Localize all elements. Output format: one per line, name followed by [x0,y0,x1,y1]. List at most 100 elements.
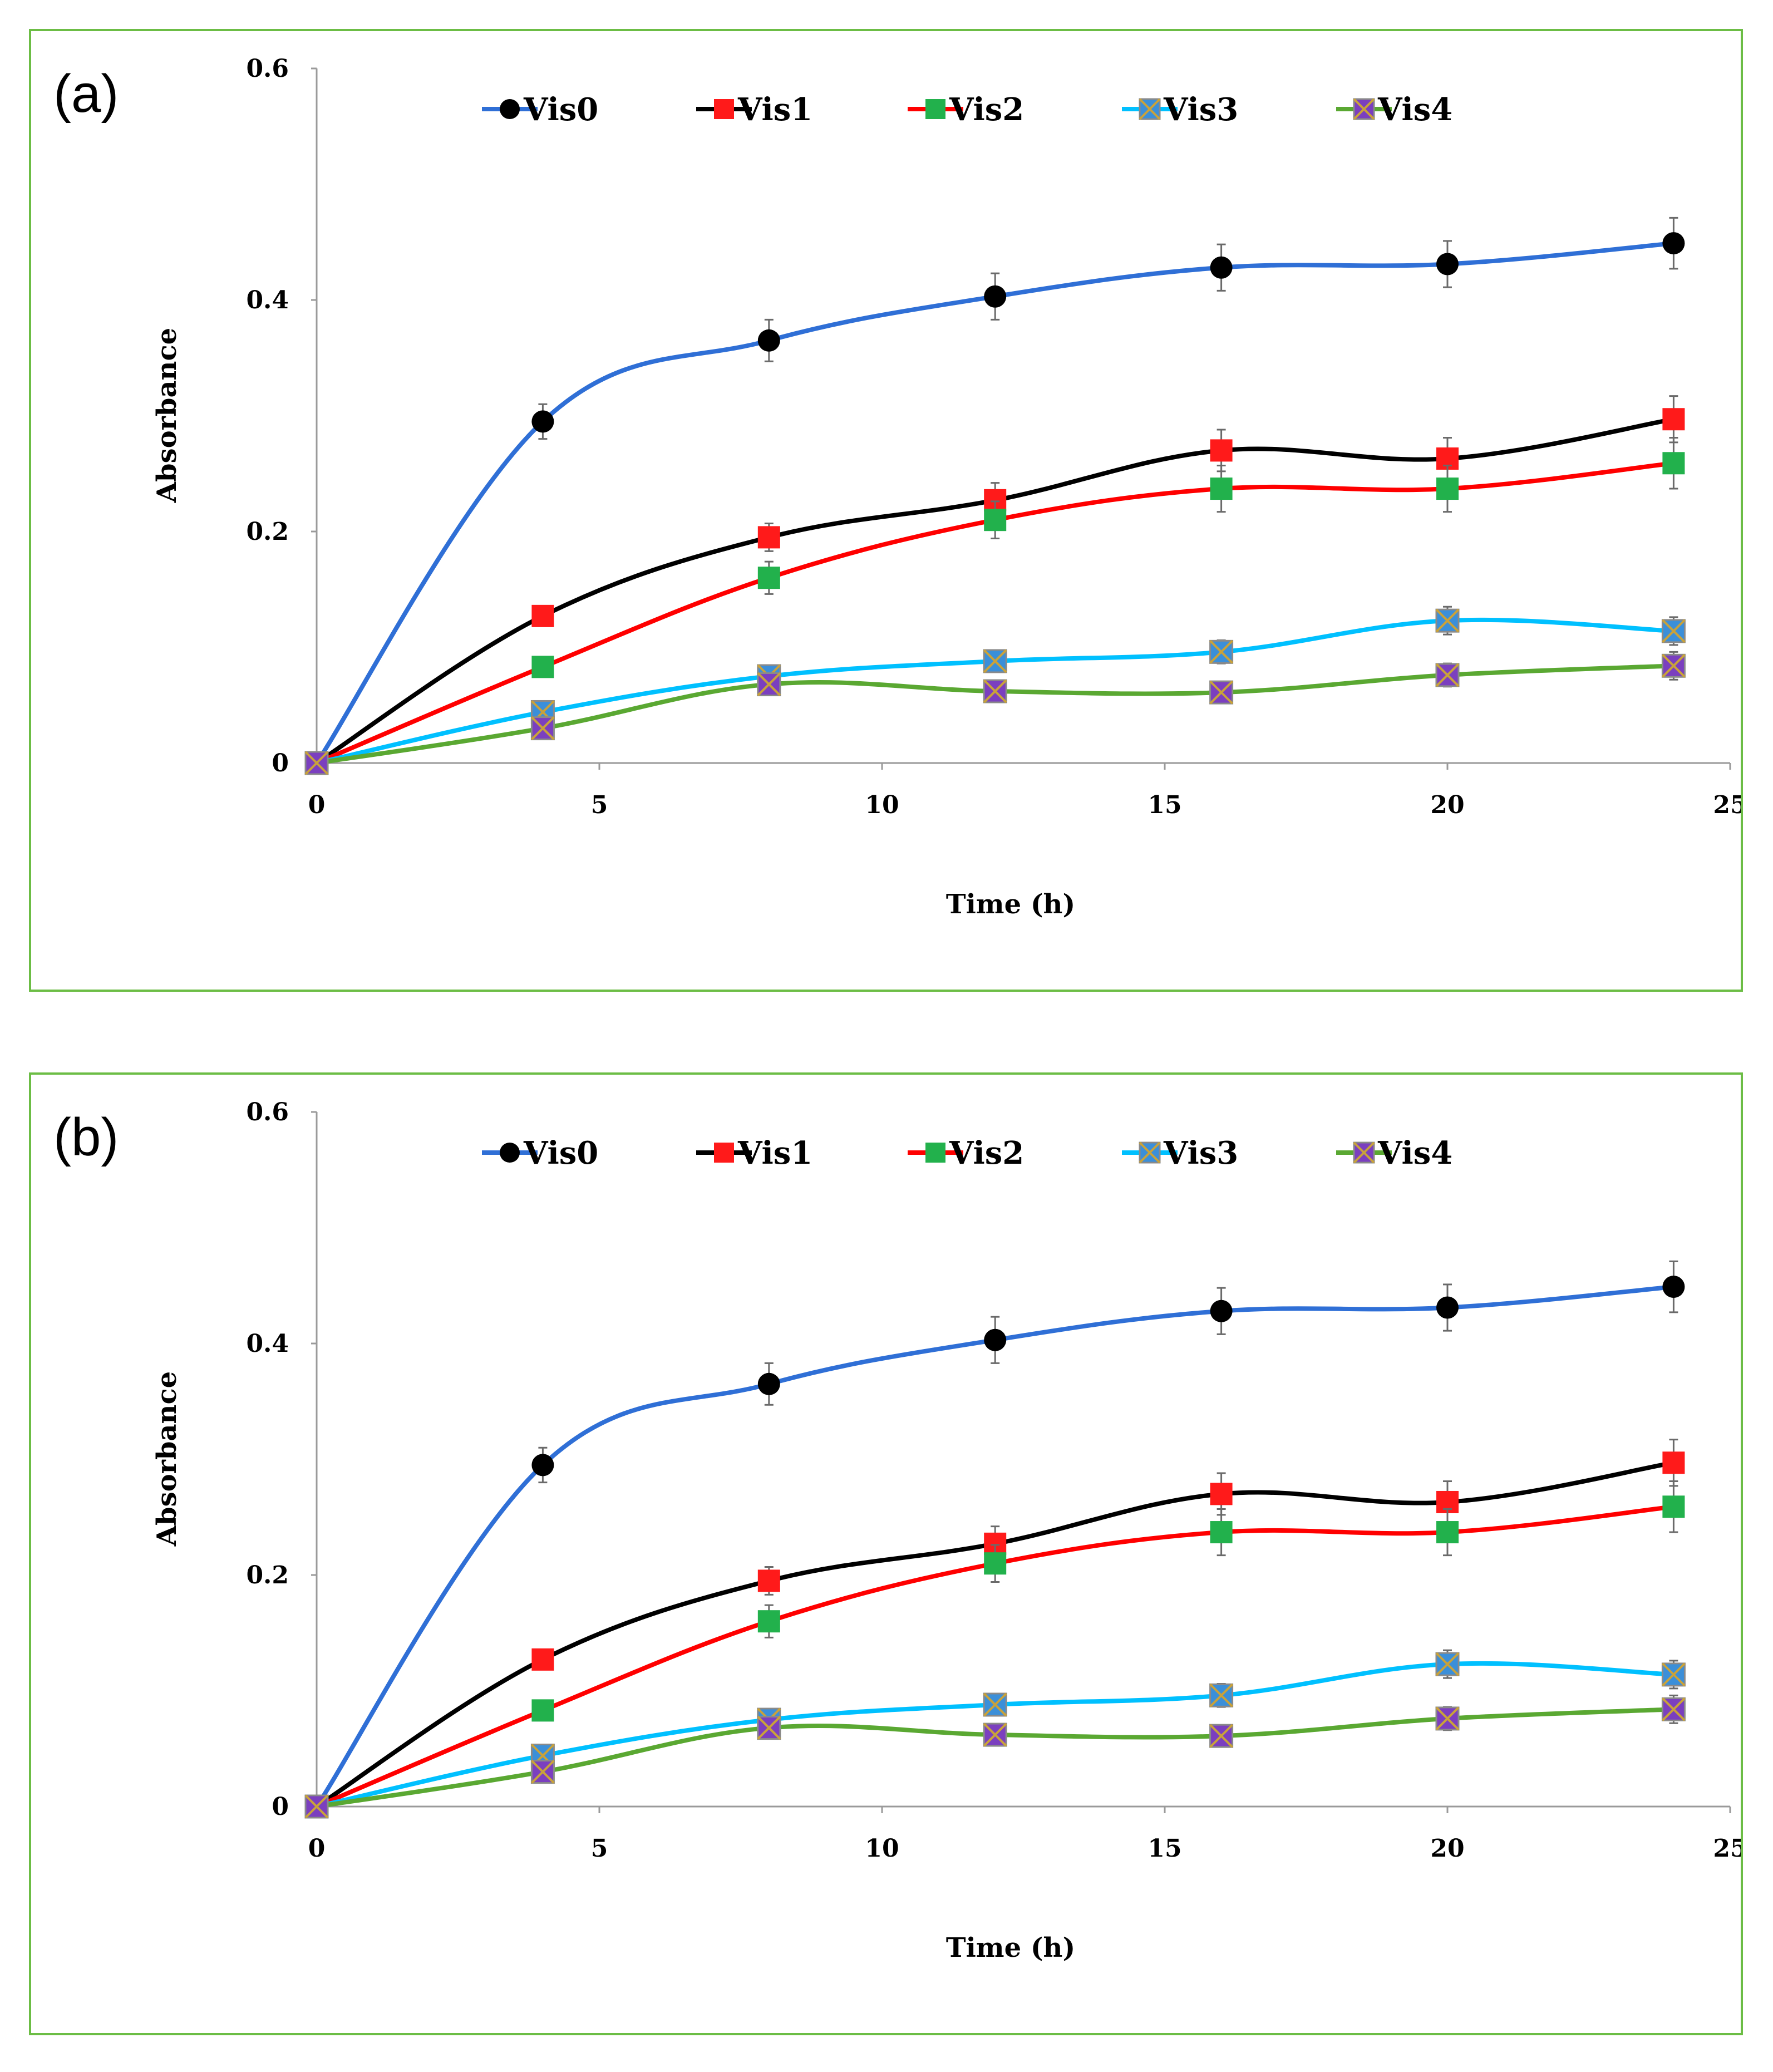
chart-a-legend-label: Vis1 [737,91,812,128]
chart-a-x-axis-title: Time (h) [946,889,1075,920]
chart-a-point-vis3 [1435,608,1460,633]
chart-a-point-vis2 [757,567,780,589]
chart-a-point-vis0 [1210,256,1233,279]
chart-panel-b: (b) 0 5 10 15 20 25 0 0.2 0.4 0.6 Time (h) Absorbanc… [29,1072,1743,2035]
chart-a-point-vis4 [530,716,555,741]
chart-b-legend-item-vis3: Vis3 [1122,1135,1238,1172]
chart-b-point-vis2 [984,1552,1007,1575]
chart-b-point-vis0 [531,1454,554,1477]
chart-b-svg: (b) 0 5 10 15 20 25 0 0.2 0.4 0.6 Time (h) Absorbanc… [53,1098,1741,1963]
chart-a-point-vis2 [1436,478,1459,500]
chart-a-point-vis1 [1662,408,1685,431]
chart-a-point-vis3 [983,649,1007,673]
chart-a-legend-marker [714,99,734,119]
chart-b-point-vis0 [1662,1276,1685,1298]
chart-a-legend-item-vis2: Vis2 [908,91,1024,128]
chart-a-legend-item-vis0: Vis0 [482,91,598,128]
chart-a-x-tick-label: 15 [1147,791,1181,819]
chart-a-legend-item-vis3: Vis3 [1122,91,1238,128]
chart-a-legend-marker [925,99,945,119]
chart-a-point-vis1 [531,604,554,627]
chart-b-point-vis4 [530,1760,555,1784]
chart-a-y-tick-label: 0.2 [246,518,289,546]
chart-b-x-tick-label: 0 [308,1834,326,1863]
chart-a-panel-label: (a) [53,64,119,124]
chart-b-legend-item-vis2: Vis2 [908,1135,1024,1172]
chart-a-y-axis-title: Absorbance [151,328,183,503]
chart-b-series-line-vis1 [314,1460,1676,1809]
chart-a-legend-label: Vis2 [949,91,1024,128]
chart-a-legend-marker [1139,98,1161,120]
chart-b-x-tick-label: 25 [1713,1834,1741,1863]
chart-b-point-vis0 [1436,1296,1459,1319]
chart-b-y-tick-label: 0.6 [246,1098,289,1126]
chart-b-legend-marker [500,1143,520,1163]
chart-a-series-line-vis1 [314,417,1676,765]
chart-b-point-vis4 [304,1794,329,1819]
chart-a-point-vis4 [1661,653,1686,678]
chart-b-x-axis-title: Time (h) [946,1932,1075,1963]
chart-a-point-vis4 [983,679,1007,703]
chart-b-point-vis2 [1210,1521,1233,1544]
chart-b-point-vis4 [1661,1697,1686,1721]
chart-a-legend-label: Vis0 [523,91,598,128]
chart-b-y-tick-label: 0 [272,1793,289,1821]
chart-a-point-vis4 [1209,680,1234,705]
chart-b-point-vis2 [1436,1521,1459,1544]
chart-b-point-vis4 [1435,1706,1460,1731]
chart-b-y-tick-label: 0.4 [246,1330,289,1358]
chart-b-point-vis0 [984,1328,1007,1351]
chart-a-legend-marker [500,99,520,119]
chart-a-point-vis0 [1662,232,1685,255]
chart-a-point-vis3 [1209,639,1234,664]
chart-a-point-vis2 [1210,478,1233,500]
chart-a-x-tick-label: 10 [865,791,899,819]
chart-panel-a: (a) 0 5 10 15 20 25 0 0.2 0.4 0.6 Time (h) Absorbanc… [29,29,1743,992]
chart-b-point-vis1 [1210,1483,1233,1505]
chart-b-point-vis3 [1209,1683,1234,1707]
chart-a-x-tick-label: 25 [1713,791,1741,819]
chart-a-point-vis0 [531,410,554,433]
chart-b-legend-item-vis4: Vis4 [1336,1135,1452,1172]
chart-b-legend-label: Vis3 [1163,1135,1238,1172]
chart-a-y-tick-label: 0 [272,749,289,777]
chart-a-legend-item-vis4: Vis4 [1336,91,1452,128]
chart-a-point-vis4 [304,751,329,775]
chart-b-legend-label: Vis4 [1377,1135,1452,1172]
chart-b-point-vis2 [757,1610,780,1633]
chart-a-point-vis4 [757,672,781,697]
chart-a-point-vis1 [1210,439,1233,462]
chart-a-point-vis2 [531,656,554,678]
chart-b-point-vis1 [757,1569,780,1592]
chart-b-legend-marker [925,1143,945,1163]
chart-b-point-vis1 [1662,1451,1685,1474]
chart-b-legend-item-vis0: Vis0 [482,1135,598,1172]
chart-a-point-vis0 [757,329,780,352]
chart-b-point-vis3 [983,1692,1007,1717]
chart-b-point-vis0 [757,1372,780,1395]
chart-b-legend-marker [1353,1141,1375,1164]
chart-a-point-vis2 [1662,452,1685,475]
chart-b-legend-label: Vis1 [737,1135,812,1172]
chart-a-point-vis3 [1661,619,1686,643]
chart-b-point-vis2 [1662,1495,1685,1518]
chart-a-legend-item-vis1: Vis1 [696,91,812,128]
chart-b-legend-marker [1139,1141,1161,1164]
chart-b-point-vis2 [531,1699,554,1722]
chart-b-x-tick-label: 15 [1147,1834,1181,1863]
chart-b-point-vis3 [1435,1652,1460,1676]
chart-a-x-tick-label: 5 [591,791,608,819]
chart-b-x-tick-label: 20 [1430,1834,1464,1863]
chart-b-legend-item-vis1: Vis1 [696,1135,812,1172]
chart-a-point-vis2 [984,509,1007,531]
chart-a-legend-marker [1353,98,1375,120]
chart-a-point-vis0 [984,285,1007,308]
chart-b-legend-label: Vis2 [949,1135,1024,1172]
chart-b-panel-label: (b) [53,1108,119,1167]
chart-b-point-vis3 [1661,1662,1686,1687]
chart-a-point-vis1 [757,526,780,549]
chart-a-x-tick-label: 20 [1430,791,1464,819]
chart-b-point-vis4 [1209,1724,1234,1748]
chart-b-y-axis-title: Absorbance [151,1371,183,1547]
chart-b-point-vis0 [1210,1300,1233,1322]
